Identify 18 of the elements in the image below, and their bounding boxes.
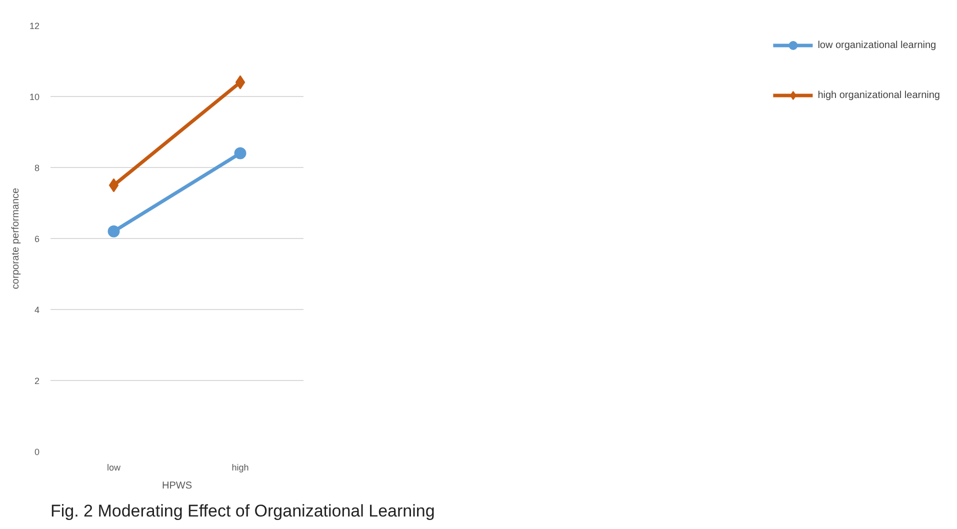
point xyxy=(235,75,246,90)
y-tick-label: 0 xyxy=(34,447,40,457)
point xyxy=(108,178,119,192)
y-tick-label: 2 xyxy=(34,376,40,386)
y-tick-label: 4 xyxy=(34,305,40,315)
x-tick-label: high xyxy=(232,462,249,472)
legend-label: high organizational learning xyxy=(818,90,940,100)
y-tick-label: 6 xyxy=(34,234,40,244)
point xyxy=(234,147,246,160)
x-axis-title: HPWS xyxy=(162,480,192,492)
y-axis-title: corporate performance xyxy=(10,187,22,290)
y-tick-label: 12 xyxy=(29,21,40,31)
y-tick-label: 8 xyxy=(34,163,40,173)
y-tick-label: 10 xyxy=(29,92,40,102)
point xyxy=(108,225,120,238)
x-tick-label: low xyxy=(107,462,122,472)
text: Fig. 2 Moderating Effect of Organizational Learning xyxy=(50,502,435,520)
legend-label: low organizational learning xyxy=(818,40,936,50)
